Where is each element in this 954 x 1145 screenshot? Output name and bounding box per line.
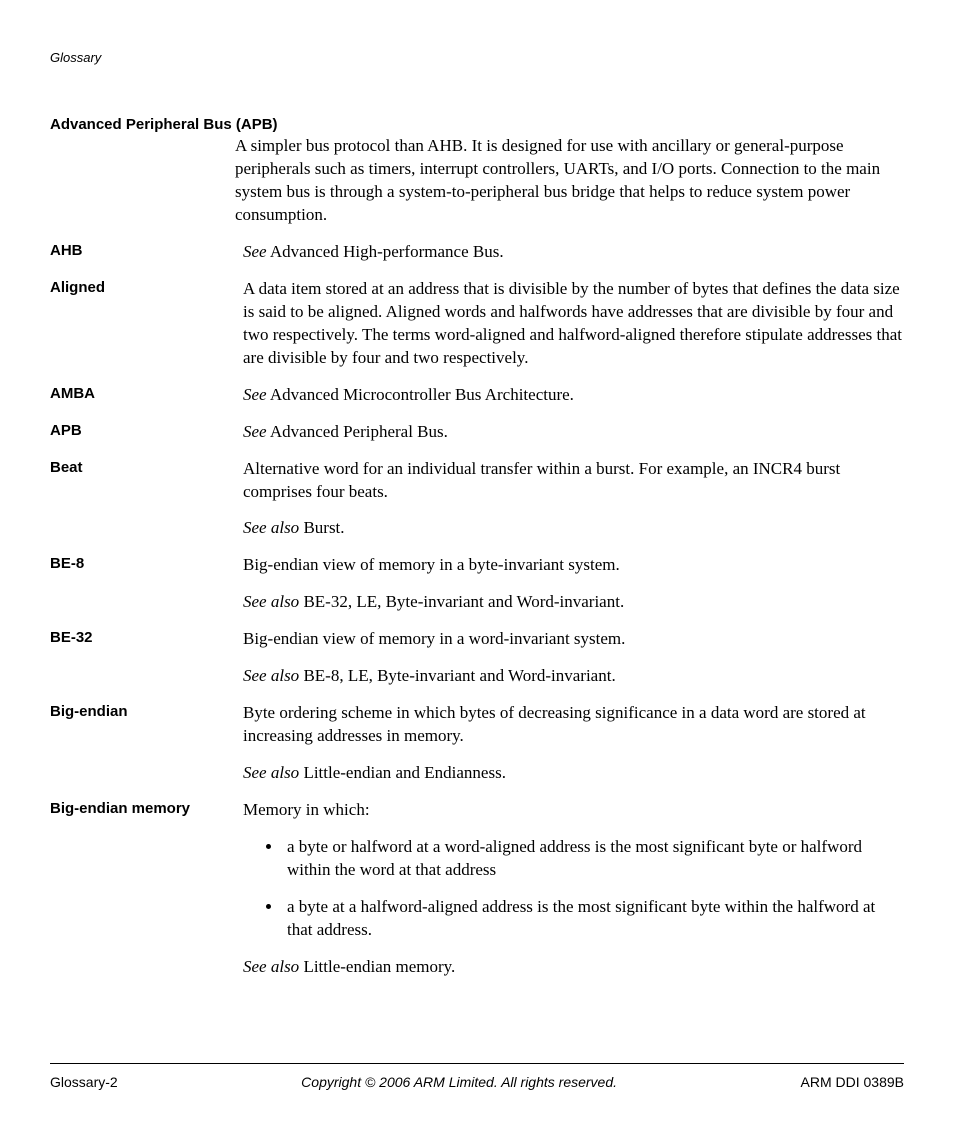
definition-paragraph: See Advanced Peripheral Bus. [243, 421, 904, 444]
glossary-term: BE-32 [50, 628, 243, 648]
text-segment: Advanced Peripheral Bus. [267, 422, 448, 441]
glossary-definition: A simpler bus protocol than AHB. It is d… [235, 135, 904, 227]
glossary-entry: AlignedA data item stored at an address … [50, 278, 904, 370]
glossary-definition: Byte ordering scheme in which bytes of d… [243, 702, 904, 785]
section-label: Glossary [50, 50, 101, 65]
glossary-term: Big-endian [50, 702, 243, 722]
definition-paragraph: Big-endian view of memory in a byte-inva… [243, 554, 904, 577]
glossary-definition: See Advanced High-performance Bus. [243, 241, 904, 264]
glossary-term: BE-8 [50, 554, 243, 574]
definition-paragraph: Memory in which: [243, 799, 904, 822]
definition-paragraph: See also Little-endian and Endianness. [243, 762, 904, 785]
text-segment: Advanced High-performance Bus. [267, 242, 504, 261]
glossary-entry: BeatAlternative word for an individual t… [50, 458, 904, 541]
page: Glossary Advanced Peripheral Bus (APB)A … [0, 0, 954, 1145]
glossary-term: AHB [50, 241, 243, 261]
glossary-definition: Big-endian view of memory in a word-inva… [243, 628, 904, 688]
glossary-term: APB [50, 421, 243, 441]
text-segment: See also [243, 666, 299, 685]
glossary-entry: APBSee Advanced Peripheral Bus. [50, 421, 904, 444]
footer-right: ARM DDI 0389B [801, 1074, 904, 1090]
glossary-entry: Big-endian memoryMemory in which: a byte … [50, 799, 904, 979]
text-segment: See also [243, 518, 299, 537]
definition-paragraph: See also Little-endian memory. [243, 956, 904, 979]
text-segment: Big-endian view of memory in a word-inva… [243, 629, 625, 648]
definition-paragraph: Big-endian view of memory in a word-inva… [243, 628, 904, 651]
text-segment: A data item stored at an address that is… [243, 279, 902, 367]
definition-paragraph: See also BE-8, LE, Byte-invariant and Wo… [243, 665, 904, 688]
text-segment: See [243, 422, 267, 441]
text-segment: Little-endian memory. [299, 957, 455, 976]
definition-paragraph: Alternative word for an individual trans… [243, 458, 904, 504]
text-segment: BE-32, LE, Byte-invariant and Word-invar… [299, 592, 624, 611]
glossary-term: Aligned [50, 278, 243, 298]
glossary-definition: See Advanced Microcontroller Bus Archite… [243, 384, 904, 407]
text-segment: Burst. [299, 518, 344, 537]
glossary-entry: BE-8Big-endian view of memory in a byte-… [50, 554, 904, 614]
definition-list-item: a byte at a halfword-aligned address is … [283, 896, 904, 942]
definition-paragraph: Byte ordering scheme in which bytes of d… [243, 702, 904, 748]
page-header: Glossary [50, 50, 904, 65]
text-segment: Byte ordering scheme in which bytes of d… [243, 703, 866, 745]
text-segment: See also [243, 763, 299, 782]
text-segment: Advanced Microcontroller Bus Architectur… [267, 385, 574, 404]
glossary-entries: Advanced Peripheral Bus (APB)A simpler b… [50, 115, 904, 979]
glossary-term: Advanced Peripheral Bus (APB) [50, 115, 904, 135]
footer-center: Copyright © 2006 ARM Limited. All rights… [301, 1074, 617, 1090]
glossary-term: AMBA [50, 384, 243, 404]
glossary-definition: Alternative word for an individual trans… [243, 458, 904, 541]
glossary-definition: Big-endian view of memory in a byte-inva… [243, 554, 904, 614]
text-segment: See [243, 385, 267, 404]
text-segment: Alternative word for an individual trans… [243, 459, 840, 501]
text-segment: Little-endian and Endianness. [299, 763, 506, 782]
text-segment: Big-endian view of memory in a byte-inva… [243, 555, 620, 574]
page-footer: Glossary-2 Copyright © 2006 ARM Limited.… [50, 1063, 904, 1090]
definition-paragraph: See also BE-32, LE, Byte-invariant and W… [243, 591, 904, 614]
text-segment: See also [243, 957, 299, 976]
text-segment: See also [243, 592, 299, 611]
glossary-definition: Memory in which: a byte or halfword at a … [243, 799, 904, 979]
glossary-entry: Big-endianByte ordering scheme in which … [50, 702, 904, 785]
definition-paragraph: See Advanced High-performance Bus. [243, 241, 904, 264]
definition-paragraph: A data item stored at an address that is… [243, 278, 904, 370]
glossary-term: Big-endian memory [50, 799, 243, 819]
definition-paragraph: A simpler bus protocol than AHB. It is d… [235, 135, 904, 227]
text-segment: See [243, 242, 267, 261]
glossary-entry: Advanced Peripheral Bus (APB)A simpler b… [50, 115, 904, 227]
text-segment: Memory in which: [243, 800, 370, 819]
definition-list-item: a byte or halfword at a word-aligned add… [283, 836, 904, 882]
definition-list: a byte or halfword at a word-aligned add… [243, 836, 904, 942]
text-segment: A simpler bus protocol than AHB. It is d… [235, 136, 880, 224]
glossary-entry: AMBASee Advanced Microcontroller Bus Arc… [50, 384, 904, 407]
text-segment: BE-8, LE, Byte-invariant and Word-invari… [299, 666, 616, 685]
glossary-definition: See Advanced Peripheral Bus. [243, 421, 904, 444]
definition-paragraph: See also Burst. [243, 517, 904, 540]
glossary-term: Beat [50, 458, 243, 478]
glossary-entry: AHBSee Advanced High-performance Bus. [50, 241, 904, 264]
glossary-entry: BE-32Big-endian view of memory in a word… [50, 628, 904, 688]
definition-paragraph: See Advanced Microcontroller Bus Archite… [243, 384, 904, 407]
footer-left: Glossary-2 [50, 1074, 118, 1090]
glossary-definition: A data item stored at an address that is… [243, 278, 904, 370]
